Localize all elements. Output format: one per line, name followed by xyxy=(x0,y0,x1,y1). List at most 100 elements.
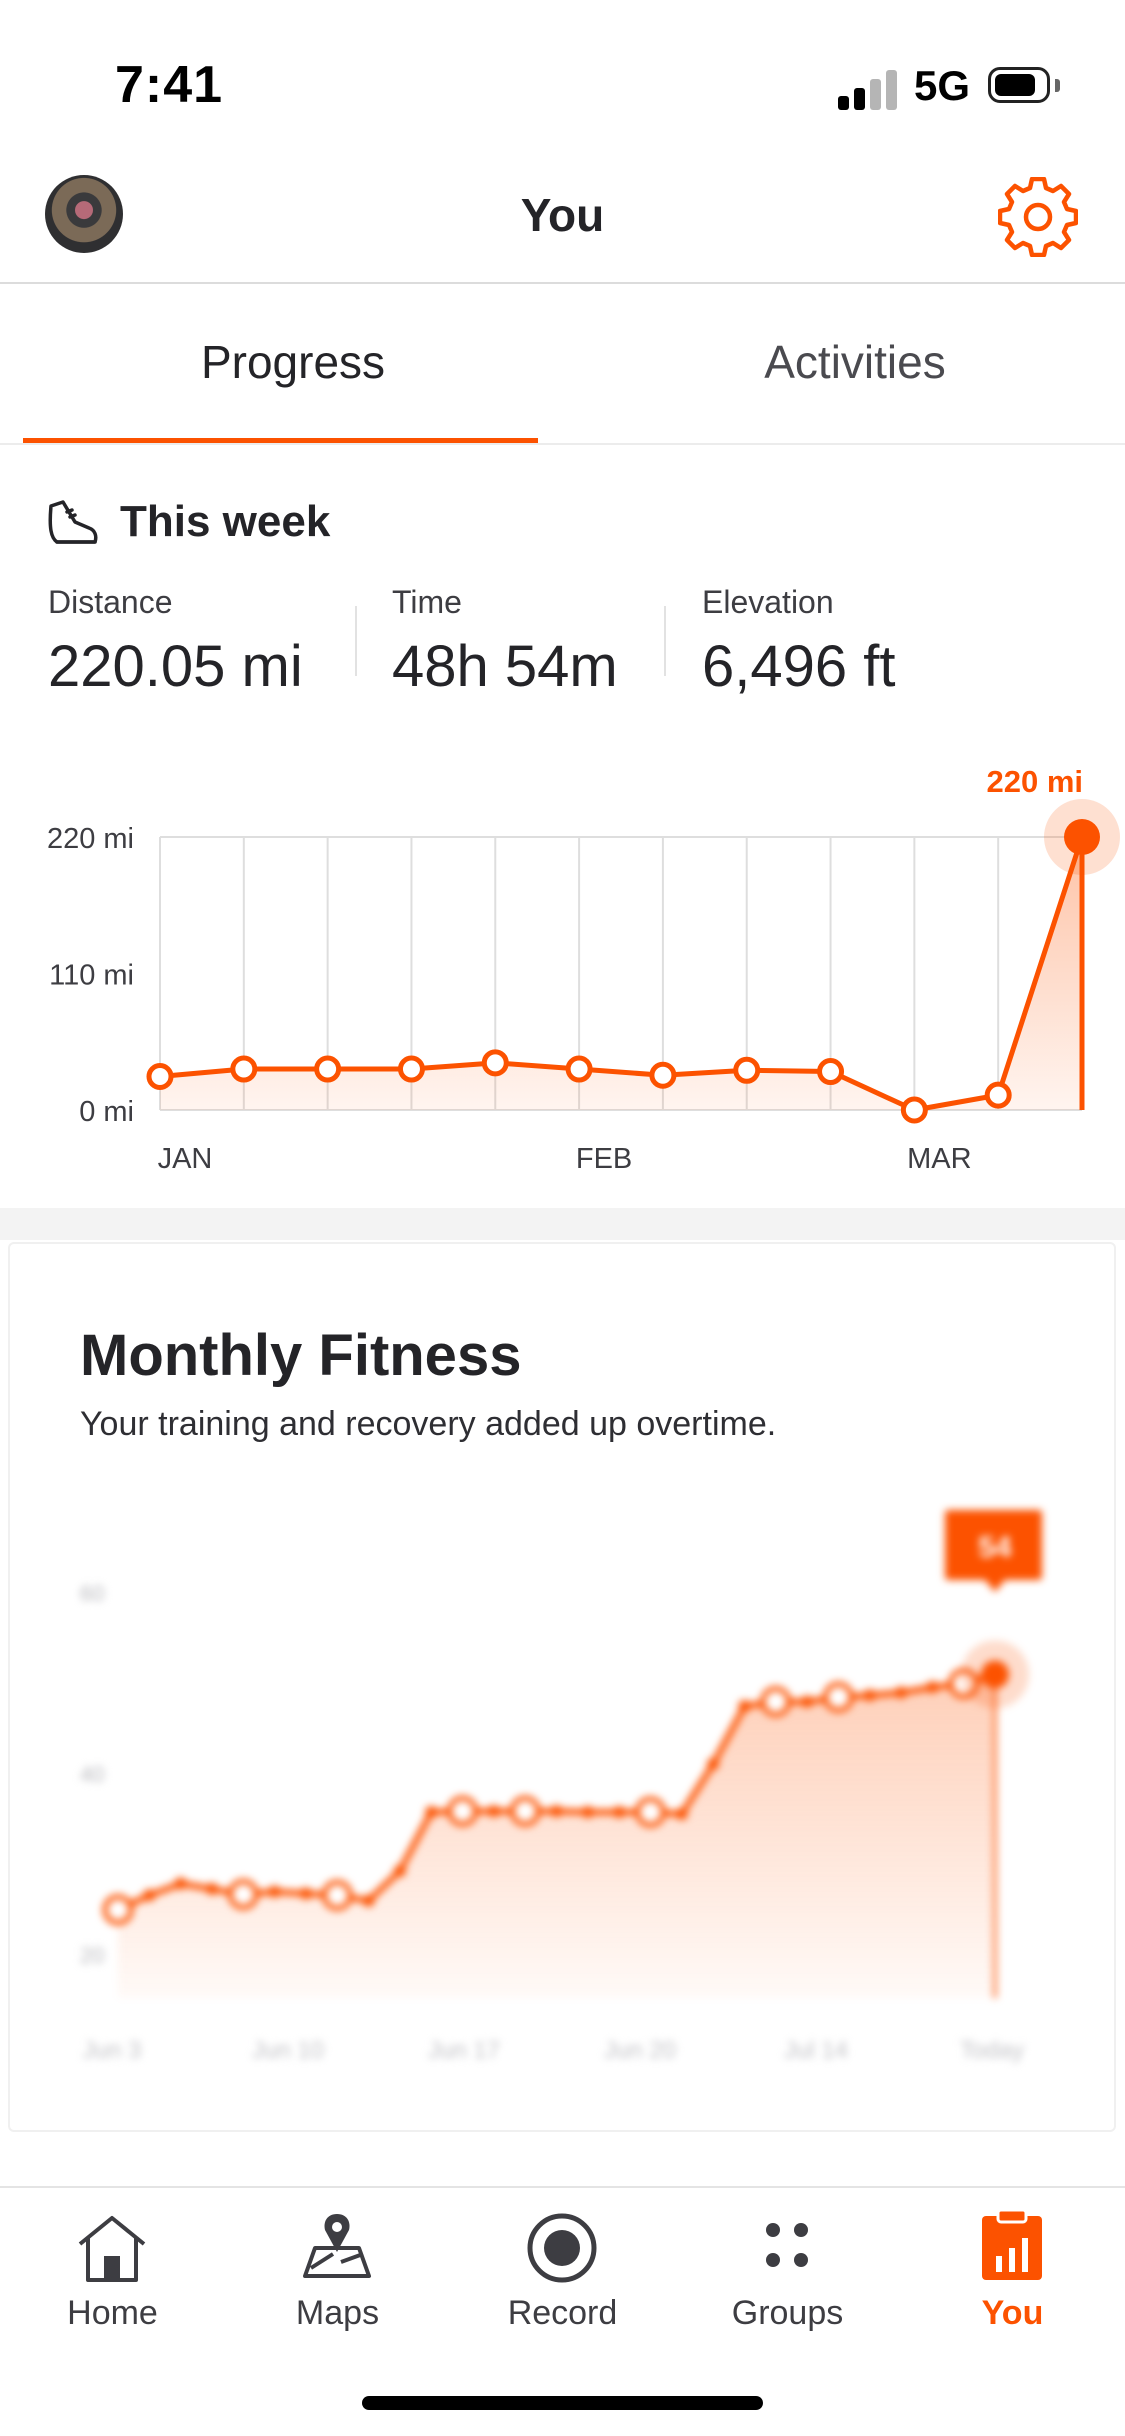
gear-icon[interactable] xyxy=(998,177,1078,257)
x-tick-label: JAN xyxy=(158,1143,213,1175)
distance-label: Distance xyxy=(48,584,173,620)
data-point xyxy=(174,1877,187,1890)
data-point xyxy=(649,1061,677,1089)
this-week-title: This week xyxy=(120,497,331,546)
elevation-label: Elevation xyxy=(702,584,834,620)
data-point xyxy=(481,1049,509,1077)
y-tick-label: 0 mi xyxy=(79,1096,134,1128)
x-tick-label: Jun 3 xyxy=(83,2037,142,2064)
data-point xyxy=(581,1806,594,1819)
y-tick-label: 40 xyxy=(80,1762,104,1787)
network-type: 5G xyxy=(914,62,971,109)
monthly-fitness-title: Monthly Fitness xyxy=(80,1323,522,1388)
x-tick-label: Jun 17 xyxy=(428,2037,500,2064)
section-separator xyxy=(0,1208,1125,1240)
data-point xyxy=(321,1879,353,1911)
nav-groups-label: Groups xyxy=(731,2294,844,2332)
nav-you-label: You xyxy=(981,2294,1044,2332)
time-label: Time xyxy=(392,584,462,620)
data-point xyxy=(102,1894,134,1926)
data-point xyxy=(299,1887,312,1900)
nav-record[interactable]: Record xyxy=(450,2198,675,2348)
monthly-fitness-subtitle: Your training and recovery added up over… xyxy=(80,1405,777,1443)
weekly-distance-chart[interactable]: 0 mi 110 mi 220 mi JAN FEB MAR 220 mi xyxy=(0,750,1125,1190)
battery-icon xyxy=(988,67,1050,103)
data-point-current xyxy=(981,1660,1009,1689)
data-point xyxy=(205,1882,218,1895)
series-area xyxy=(118,1674,995,1998)
nav-maps[interactable]: Maps xyxy=(225,2198,450,2348)
data-point xyxy=(146,1062,174,1090)
tab-activities[interactable]: Activities xyxy=(764,336,946,388)
active-tab-indicator xyxy=(23,438,538,444)
data-point xyxy=(707,1758,720,1771)
data-point xyxy=(397,1055,425,1083)
nav-divider xyxy=(0,2186,1125,2188)
header-divider xyxy=(0,282,1125,284)
nav-home-label: Home xyxy=(67,2294,158,2332)
y-tick-label: 60 xyxy=(80,1581,104,1606)
value-badge xyxy=(945,1510,1042,1580)
distance-value: 220.05 mi xyxy=(48,634,303,699)
data-point xyxy=(863,1689,876,1702)
data-point xyxy=(900,1096,928,1124)
nav-maps-label: Maps xyxy=(295,2294,380,2332)
home-icon xyxy=(78,2216,146,2282)
tabs-divider xyxy=(0,443,1125,445)
signal-icon xyxy=(838,66,900,110)
data-point xyxy=(613,1806,626,1819)
monthly-fitness-chart: 20 40 60 Jun 3 Jun 10 Jun 17 Jun 20 Jul 14 Today… xyxy=(80,1510,1042,2064)
home-indicator xyxy=(362,2396,763,2410)
data-point-current xyxy=(1064,819,1100,855)
status-time: 7:41 xyxy=(115,56,224,114)
x-tick-label: FEB xyxy=(576,1143,632,1175)
data-point xyxy=(550,1805,563,1818)
current-week-value: 220 mi xyxy=(986,764,1083,799)
nav-record-label: Record xyxy=(507,2294,618,2332)
data-point xyxy=(314,1055,342,1083)
data-point xyxy=(447,1795,479,1827)
data-point xyxy=(675,1807,688,1820)
page-title: You xyxy=(520,189,605,241)
x-tick-label: Jun 20 xyxy=(604,2037,676,2064)
data-point xyxy=(393,1864,406,1877)
data-point xyxy=(738,1700,751,1713)
data-point xyxy=(227,1878,259,1910)
nav-you[interactable]: You xyxy=(900,2198,1125,2348)
data-point xyxy=(822,1681,854,1713)
maps-icon xyxy=(303,2214,371,2278)
data-point xyxy=(230,1055,258,1083)
x-tick-label: Jul 14 xyxy=(784,2037,848,2064)
y-tick-label: 110 mi xyxy=(49,960,134,992)
data-point xyxy=(733,1056,761,1084)
x-tick-label: Jun 10 xyxy=(252,2037,324,2064)
data-point xyxy=(425,1806,438,1819)
x-tick-label: MAR xyxy=(907,1143,971,1175)
stat-divider xyxy=(664,606,666,676)
data-point xyxy=(487,1805,500,1818)
data-point xyxy=(565,1055,593,1083)
battery-cap xyxy=(1055,79,1060,92)
data-point xyxy=(895,1686,908,1699)
data-point xyxy=(509,1795,541,1827)
you-icon xyxy=(982,2208,1042,2280)
y-tick-label: 20 xyxy=(80,1943,104,1968)
series-area xyxy=(160,837,1082,1110)
data-point xyxy=(143,1889,156,1902)
stat-divider xyxy=(355,606,357,676)
value-badge-pointer xyxy=(985,1580,1005,1592)
data-point xyxy=(362,1894,375,1907)
data-point xyxy=(984,1081,1012,1109)
data-point xyxy=(801,1695,814,1708)
time-value: 48h 54m xyxy=(392,634,618,699)
record-icon xyxy=(527,2213,597,2283)
avatar[interactable] xyxy=(45,175,123,253)
nav-groups[interactable]: Groups xyxy=(675,2198,900,2348)
nav-home[interactable]: Home xyxy=(0,2198,225,2348)
tab-progress[interactable]: Progress xyxy=(200,336,386,388)
data-point xyxy=(760,1686,792,1718)
value-badge-label: 54 xyxy=(978,1531,1012,1564)
shoe-icon xyxy=(48,500,98,544)
elevation-value: 6,496 ft xyxy=(702,634,896,699)
groups-icon xyxy=(766,2223,808,2267)
